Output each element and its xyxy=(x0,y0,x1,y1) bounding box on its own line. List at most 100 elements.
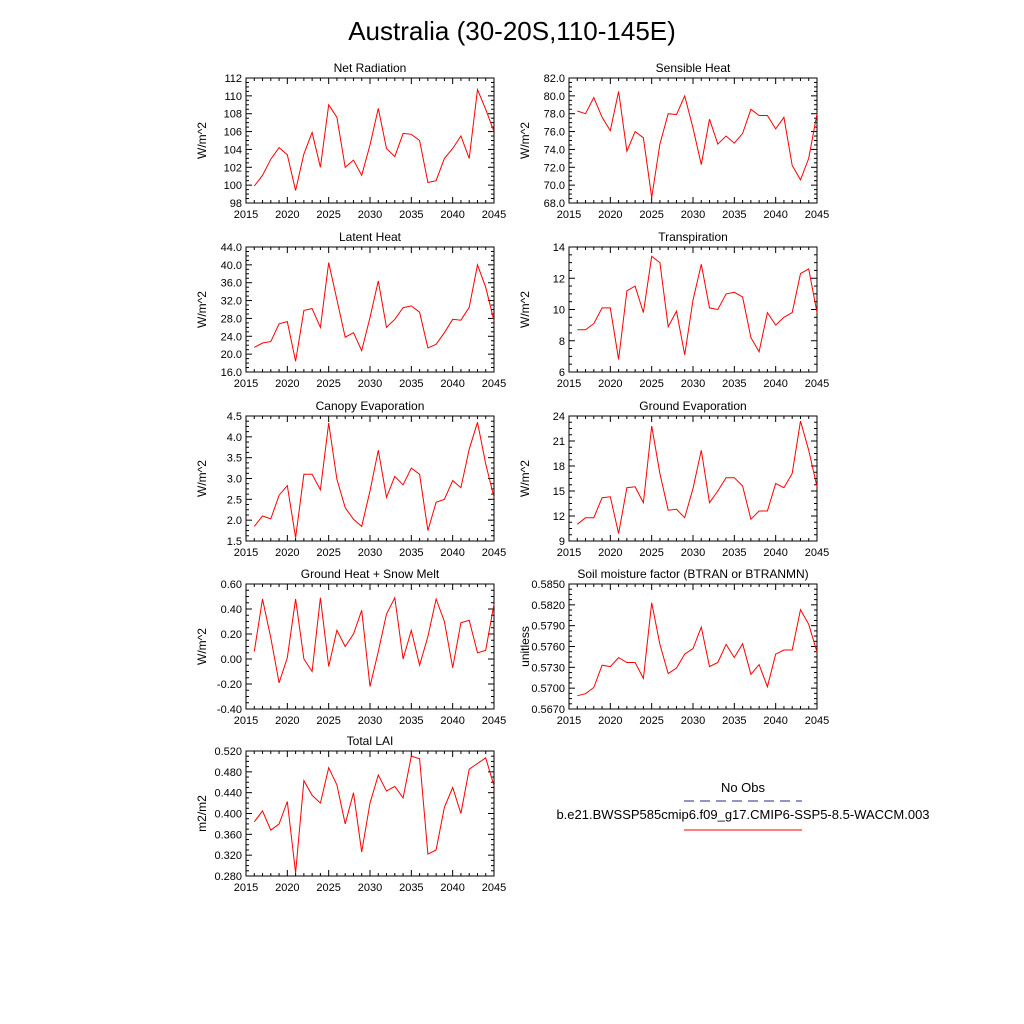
y-axis-label: W/m^2 xyxy=(518,291,532,328)
y-tick-label: 82.0 xyxy=(544,73,565,85)
y-tick-label: 4.0 xyxy=(227,432,242,444)
y-tick-label: 1.5 xyxy=(227,536,242,548)
main-title: Australia (30-20S,110-145E) xyxy=(348,16,676,46)
series-line xyxy=(576,420,818,534)
x-tick-label: 2015 xyxy=(557,378,581,390)
plot-frame xyxy=(568,583,818,710)
y-tick-label: 12 xyxy=(553,273,565,285)
x-tick-label: 2045 xyxy=(482,547,506,559)
y-tick-label: 78.0 xyxy=(544,109,565,121)
y-tick-label: 68.0 xyxy=(544,198,565,210)
x-tick-label: 2020 xyxy=(275,715,299,727)
plot-frame xyxy=(245,77,495,204)
x-tick-label: 2040 xyxy=(763,378,787,390)
y-tick-label: 98 xyxy=(230,198,242,210)
x-tick-label: 2040 xyxy=(763,715,787,727)
y-tick-label: 100 xyxy=(224,180,242,192)
x-tick-label: 2045 xyxy=(482,209,506,221)
chart-panel: Net Radiation W/m^2 98 100 102 104 106 108 110 11… xyxy=(195,61,506,221)
y-axis-label: m2/m2 xyxy=(195,795,209,832)
y-tick-label: 0.440 xyxy=(214,788,242,800)
y-tick-label: 104 xyxy=(224,144,242,156)
x-tick-label: 2025 xyxy=(639,378,663,390)
panel-title: Canopy Evaporation xyxy=(316,399,425,413)
y-tick-label: 16.0 xyxy=(221,367,242,379)
chart-panel: Sensible Heat W/m^2 68.0 70.0 72.0 74.0 76.0 78… xyxy=(518,61,829,221)
x-tick-label: 2045 xyxy=(482,378,506,390)
x-tick-label: 2025 xyxy=(316,882,340,894)
y-tick-label: 36.0 xyxy=(221,278,242,290)
series-line xyxy=(577,602,818,697)
y-tick-label: 0.520 xyxy=(214,746,242,758)
y-tick-label: 70.0 xyxy=(544,180,565,192)
y-tick-label: 0.360 xyxy=(214,829,242,841)
y-tick-label: 0.60 xyxy=(221,579,242,591)
chart-panel: Ground Evaporation W/m^2 9 12 15 18 21 24 2015 20… xyxy=(518,399,829,559)
y-tick-label: 4.5 xyxy=(227,411,242,423)
y-tick-label: 102 xyxy=(224,162,242,174)
y-tick-label: 0.5850 xyxy=(531,579,565,591)
x-tick-label: 2015 xyxy=(557,547,581,559)
y-tick-label: 112 xyxy=(224,73,242,85)
y-tick-label: 24 xyxy=(553,411,565,423)
x-tick-label: 2025 xyxy=(316,209,340,221)
x-tick-label: 2040 xyxy=(440,882,464,894)
x-tick-label: 2035 xyxy=(399,715,423,727)
x-tick-label: 2040 xyxy=(440,547,464,559)
x-tick-label: 2020 xyxy=(598,715,622,727)
panel-title: Sensible Heat xyxy=(656,61,731,75)
legend-obs-label: No Obs xyxy=(721,780,766,795)
x-tick-label: 2025 xyxy=(316,715,340,727)
panel-title: Ground Evaporation xyxy=(639,399,746,413)
x-tick-label: 2015 xyxy=(234,547,258,559)
y-tick-label: 72.0 xyxy=(544,162,565,174)
y-axis-label: W/m^2 xyxy=(195,291,209,328)
panel-title: Total LAI xyxy=(347,734,394,748)
x-tick-label: 2020 xyxy=(275,378,299,390)
series-line xyxy=(577,91,818,198)
y-axis-label: W/m^2 xyxy=(195,122,209,159)
y-tick-label: 0.480 xyxy=(214,767,242,779)
x-tick-label: 2030 xyxy=(681,715,705,727)
x-tick-label: 2015 xyxy=(234,715,258,727)
x-tick-label: 2025 xyxy=(316,378,340,390)
series-line xyxy=(253,87,495,191)
x-tick-label: 2030 xyxy=(681,547,705,559)
y-tick-label: 0.5730 xyxy=(531,662,565,674)
series-line xyxy=(253,422,495,538)
x-tick-label: 2025 xyxy=(639,209,663,221)
y-tick-label: 110 xyxy=(224,91,242,103)
x-tick-label: 2030 xyxy=(358,378,382,390)
series-line xyxy=(577,255,818,360)
plot-frame xyxy=(568,77,818,204)
x-tick-label: 2020 xyxy=(275,882,299,894)
y-tick-label: 2.0 xyxy=(227,515,242,527)
x-tick-label: 2045 xyxy=(805,378,829,390)
panel-title: Ground Heat + Snow Melt xyxy=(301,567,440,581)
chart-panel: Latent Heat W/m^2 16.0 20.0 24.0 28.0 32.0 36.0… xyxy=(195,230,506,390)
y-tick-label: 21 xyxy=(553,436,565,448)
y-tick-label: 80.0 xyxy=(544,91,565,103)
x-tick-label: 2030 xyxy=(358,715,382,727)
x-tick-label: 2020 xyxy=(275,547,299,559)
x-tick-label: 2045 xyxy=(482,715,506,727)
x-tick-label: 2040 xyxy=(763,209,787,221)
y-axis-label: W/m^2 xyxy=(518,460,532,497)
x-tick-label: 2020 xyxy=(598,209,622,221)
panel-title: Transpiration xyxy=(658,230,728,244)
plot-frame xyxy=(245,246,495,373)
x-tick-label: 2015 xyxy=(234,882,258,894)
y-tick-label: 15 xyxy=(553,486,565,498)
y-tick-label: 3.5 xyxy=(227,453,242,465)
panel-title: Latent Heat xyxy=(339,230,402,244)
legend: No Obs b.e21.BWSSP585cmip6.f09_g17.CMIP6… xyxy=(556,780,930,831)
y-tick-label: 8 xyxy=(559,336,565,348)
y-tick-label: 3.0 xyxy=(227,474,242,486)
y-axis-label: W/m^2 xyxy=(518,122,532,159)
x-tick-label: 2020 xyxy=(598,547,622,559)
chart-panel: Transpiration W/m^2 6 8 10 12 14 2015 2020 2025 20… xyxy=(518,230,829,390)
x-tick-label: 2025 xyxy=(639,715,663,727)
series-line xyxy=(253,596,495,687)
x-tick-label: 2035 xyxy=(722,715,746,727)
